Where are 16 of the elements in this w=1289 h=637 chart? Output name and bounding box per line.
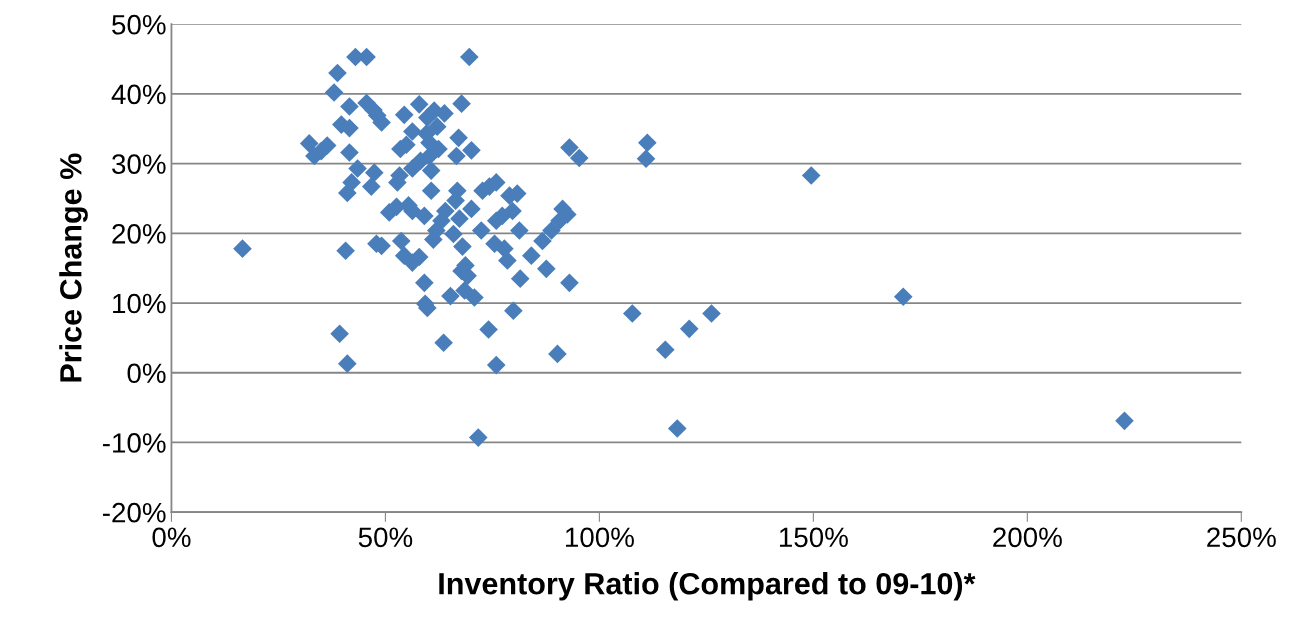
y-tick-label: 30% [112, 154, 166, 174]
x-axis-title: Inventory Ratio (Compared to 09-10)* [439, 572, 976, 601]
y-tick-label: 20% [112, 223, 166, 244]
y-tick-label: 0% [127, 363, 166, 384]
y-tick-label: 50% [112, 14, 166, 35]
y-tick-label: 40% [111, 84, 166, 105]
y-tick-label: 10% [113, 293, 166, 314]
x-tick-label: 200% [993, 527, 1062, 548]
y-tick-label: -10% [102, 433, 166, 453]
y-tick-label: -20% [102, 502, 166, 523]
x-tick-label: 0% [152, 527, 191, 548]
x-tick-label: 250% [1207, 527, 1276, 548]
x-tick-label: 100% [565, 527, 634, 548]
y-axis-title: Price Change % [59, 153, 88, 382]
x-tick-label: 50% [358, 527, 413, 548]
x-tick-label: 150% [779, 527, 848, 548]
